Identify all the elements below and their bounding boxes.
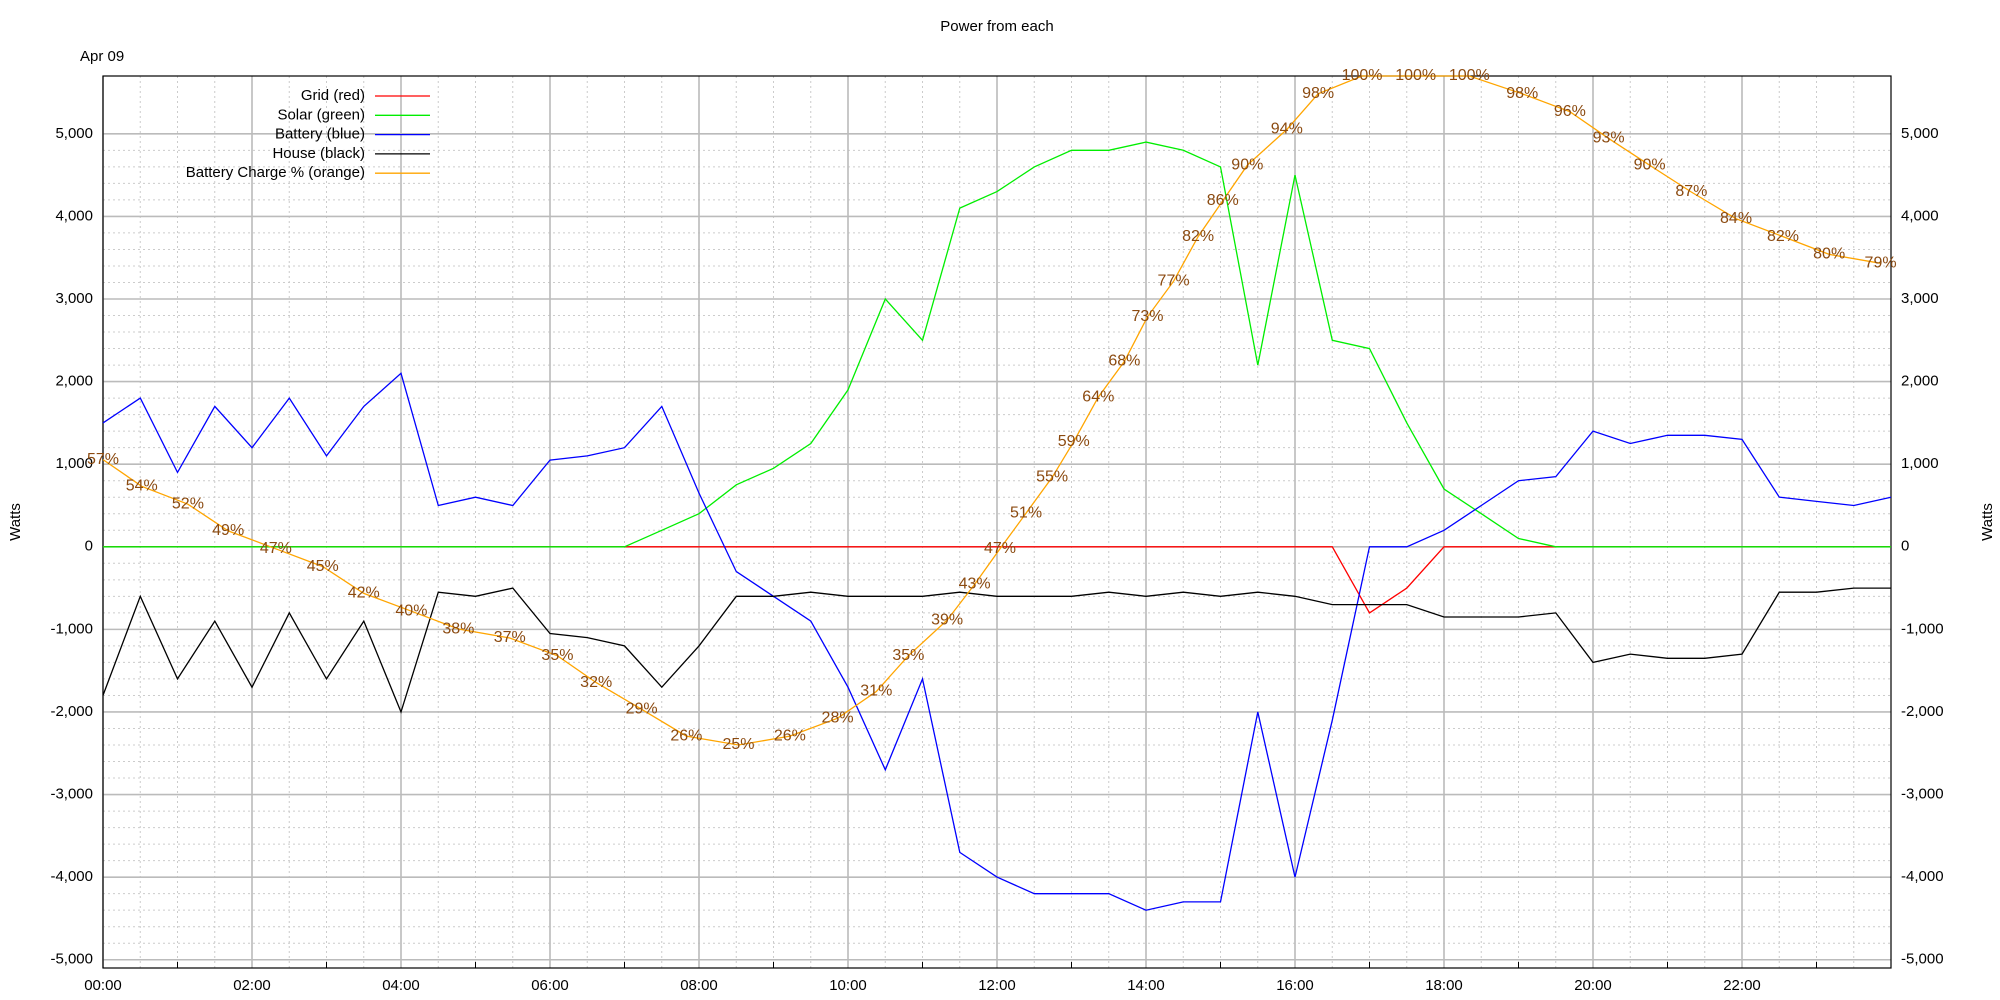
- y-tick-label: 2,000: [55, 373, 93, 390]
- chart-title: Power from each: [940, 18, 1053, 35]
- data-label: 26%: [774, 727, 806, 744]
- x-tick-label: 18:00: [1425, 977, 1463, 994]
- data-label: 51%: [1010, 504, 1042, 521]
- y2-tick-label: 1,000: [1901, 455, 1939, 472]
- data-label: 25%: [722, 736, 754, 753]
- y2-tick-label: 5,000: [1901, 125, 1939, 142]
- y-tick-label: -1,000: [50, 620, 93, 637]
- data-label: 98%: [1302, 85, 1334, 102]
- y2-tick-label: -3,000: [1901, 786, 1944, 803]
- data-label: 47%: [984, 540, 1016, 557]
- y-tick-label: -2,000: [50, 703, 93, 720]
- y2-tick-label: -4,000: [1901, 868, 1944, 885]
- chart-subtitle: Apr 09: [80, 48, 124, 65]
- data-label: 87%: [1675, 183, 1707, 200]
- legend-label: Battery (blue): [275, 126, 365, 143]
- series-line: [102, 75, 1881, 746]
- y-tick-label: 0: [85, 538, 93, 555]
- x-tick-label: 16:00: [1276, 977, 1314, 994]
- data-label: 100%: [1449, 67, 1490, 84]
- data-label: 37%: [494, 629, 526, 646]
- data-label: 40%: [395, 602, 427, 619]
- data-label: 96%: [1554, 103, 1586, 120]
- data-label: 98%: [1506, 85, 1538, 102]
- y2-axis-label: Watts: [1979, 503, 1996, 541]
- x-tick-label: 20:00: [1574, 977, 1612, 994]
- y-tick-label: -5,000: [50, 951, 93, 968]
- data-label: 79%: [1865, 255, 1897, 272]
- y2-tick-label: 3,000: [1901, 290, 1939, 307]
- x-tick-label: 02:00: [233, 977, 271, 994]
- series-line: [102, 587, 1891, 714]
- y-tick-label: -3,000: [50, 786, 93, 803]
- x-tick-label: 06:00: [531, 977, 569, 994]
- x-tick-label: 22:00: [1723, 977, 1761, 994]
- data-label: 49%: [212, 522, 244, 539]
- y2-tick-label: -5,000: [1901, 951, 1944, 968]
- y-axis-label: Watts: [7, 503, 24, 541]
- data-label: 100%: [1395, 67, 1436, 84]
- data-label: 82%: [1767, 228, 1799, 245]
- data-label: 90%: [1231, 156, 1263, 173]
- data-label: 35%: [541, 647, 573, 664]
- y-tick-label: 1,000: [55, 455, 93, 472]
- data-label: 32%: [580, 674, 612, 691]
- y-tick-label: -4,000: [50, 868, 93, 885]
- x-tick-label: 14:00: [1127, 977, 1165, 994]
- legend-label: Grid (red): [301, 87, 365, 104]
- data-label: 52%: [172, 495, 204, 512]
- data-label: 39%: [931, 611, 963, 628]
- data-label: 80%: [1813, 246, 1845, 263]
- data-label: 94%: [1271, 121, 1303, 138]
- data-label: 31%: [860, 683, 892, 700]
- legend-label: Solar (green): [277, 106, 365, 123]
- data-label: 93%: [1593, 130, 1625, 147]
- data-label: 54%: [126, 478, 158, 495]
- data-label: 55%: [1036, 469, 1068, 486]
- legend-label: Battery Charge % (orange): [186, 164, 365, 181]
- y-tick-label: 4,000: [55, 207, 93, 224]
- x-tick-label: 12:00: [978, 977, 1016, 994]
- series-line: [103, 141, 1891, 548]
- y2-tick-label: 0: [1901, 538, 1909, 555]
- data-label: 82%: [1182, 228, 1214, 245]
- x-tick-label: 00:00: [84, 977, 122, 994]
- y-tick-label: 3,000: [55, 290, 93, 307]
- x-tick-label: 08:00: [680, 977, 718, 994]
- data-label: 45%: [307, 558, 339, 575]
- data-label: 64%: [1082, 388, 1114, 405]
- y2-tick-label: -1,000: [1901, 620, 1944, 637]
- plot-frame: [102, 75, 1892, 969]
- data-label: 29%: [626, 701, 658, 718]
- data-label: 68%: [1108, 353, 1140, 370]
- data-label: 42%: [348, 585, 380, 602]
- data-label: 35%: [892, 647, 924, 664]
- data-label: 77%: [1158, 272, 1190, 289]
- data-label: 73%: [1131, 308, 1163, 325]
- y2-tick-label: -2,000: [1901, 703, 1944, 720]
- data-label: 86%: [1207, 192, 1239, 209]
- y-tick-label: 5,000: [55, 125, 93, 142]
- y2-tick-label: 4,000: [1901, 207, 1939, 224]
- data-label: 47%: [260, 540, 292, 557]
- data-label: 43%: [959, 576, 991, 593]
- data-label: 90%: [1634, 156, 1666, 173]
- data-label: 57%: [87, 451, 119, 468]
- data-label: 38%: [442, 620, 474, 637]
- data-label: 100%: [1342, 67, 1383, 84]
- legend-label: House (black): [272, 145, 365, 162]
- data-label: 28%: [822, 709, 854, 726]
- x-tick-label: 04:00: [382, 977, 420, 994]
- x-tick-label: 10:00: [829, 977, 867, 994]
- y2-tick-label: 2,000: [1901, 373, 1939, 390]
- data-label: 59%: [1058, 433, 1090, 450]
- data-label: 26%: [670, 727, 702, 744]
- data-label: 84%: [1720, 210, 1752, 227]
- series-line: [102, 372, 1892, 911]
